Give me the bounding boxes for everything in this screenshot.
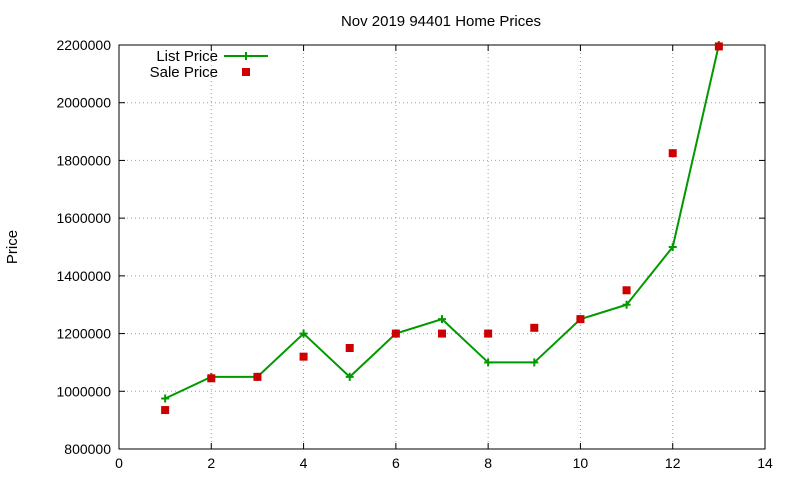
sale-price-point bbox=[253, 372, 262, 381]
x-tick-label: 12 bbox=[665, 455, 681, 471]
sale-price-point bbox=[391, 329, 400, 338]
x-tick-label: 0 bbox=[115, 455, 123, 471]
list-price-series bbox=[161, 41, 723, 403]
y-tick-label: 800000 bbox=[64, 441, 111, 457]
legend-label-sale-price: Sale Price bbox=[150, 64, 218, 81]
sale-price-series bbox=[161, 42, 723, 415]
sale-price-point bbox=[207, 374, 216, 383]
series bbox=[161, 41, 723, 415]
x-tick-label: 10 bbox=[573, 455, 589, 471]
x-tick-label: 6 bbox=[392, 455, 400, 471]
sale-price-point bbox=[622, 286, 631, 295]
y-tick-label: 1600000 bbox=[56, 210, 111, 226]
y-tick-label: 1200000 bbox=[56, 326, 111, 342]
x-tick-label: 2 bbox=[207, 455, 215, 471]
y-tick-label: 1000000 bbox=[56, 383, 111, 399]
sale-price-point bbox=[438, 329, 446, 338]
legend-marker-sale-price bbox=[242, 68, 250, 76]
legend-label-list-price: List Price bbox=[156, 48, 218, 65]
sale-price-point bbox=[576, 315, 585, 324]
y-tick-label: 2000000 bbox=[56, 95, 111, 111]
sale-price-point bbox=[345, 344, 354, 352]
list-price-point bbox=[484, 358, 493, 367]
legend-marker-list-price bbox=[242, 52, 250, 60]
y-tick-label: 1800000 bbox=[56, 152, 111, 168]
x-tick-label: 4 bbox=[300, 455, 308, 471]
axis-ticks: 0 2 4 6 8 10 12 14 800000 1000000 1200000 1400000 16… bbox=[56, 37, 773, 471]
list-price-point bbox=[622, 300, 631, 309]
list-price-point bbox=[161, 394, 170, 403]
sale-price-point bbox=[668, 149, 677, 158]
y-axis-title: Price bbox=[4, 230, 21, 264]
grid bbox=[119, 45, 765, 449]
sale-price-point bbox=[530, 323, 539, 332]
x-tick-label: 14 bbox=[757, 455, 773, 471]
y-tick-label: 1400000 bbox=[56, 268, 111, 284]
list-price-point bbox=[438, 315, 446, 324]
list-price-point bbox=[668, 243, 677, 251]
list-price-point bbox=[530, 358, 539, 367]
y-tick-label: 2200000 bbox=[56, 37, 111, 53]
list-price-point bbox=[345, 372, 354, 381]
chart-title: Nov 2019 94401 Home Prices bbox=[341, 13, 541, 30]
list-price-point bbox=[299, 329, 308, 338]
plot-frame bbox=[118, 44, 766, 450]
sale-price-point bbox=[484, 329, 493, 338]
x-tick-label: 8 bbox=[484, 455, 492, 471]
sale-price-point bbox=[161, 406, 170, 415]
list-price-line bbox=[164, 44, 720, 400]
sale-price-point bbox=[714, 42, 723, 51]
sale-price-point bbox=[299, 352, 308, 361]
